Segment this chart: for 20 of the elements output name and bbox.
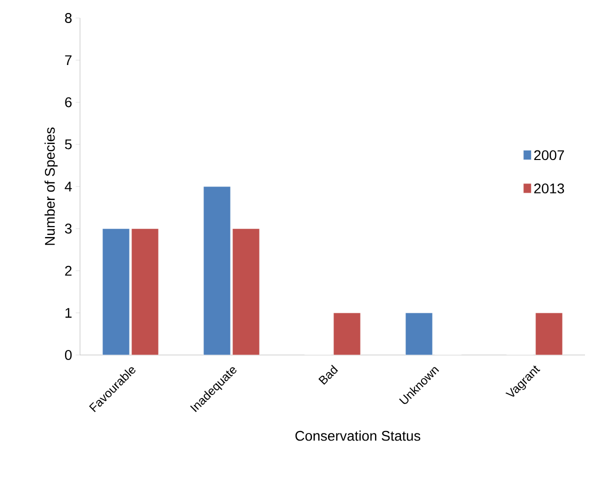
y-tick-label: 4 — [64, 182, 72, 192]
bar — [131, 228, 159, 355]
legend-label: 2007 — [534, 150, 564, 160]
y-tick-label: 6 — [65, 97, 72, 108]
x-axis-title: Conservation Status — [295, 430, 420, 441]
bar — [535, 312, 563, 355]
bar — [333, 312, 361, 355]
bar — [405, 312, 433, 355]
bar — [232, 228, 260, 355]
y-tick-label: 7 — [65, 55, 72, 65]
y-tick-label: 1 — [66, 308, 72, 318]
bar — [102, 228, 130, 355]
y-tick-label: 0 — [64, 350, 72, 360]
bar — [203, 186, 231, 355]
y-axis-title: Number of Species — [44, 128, 58, 245]
y-tick-label: 5 — [65, 140, 72, 150]
y-tick-label: 8 — [65, 13, 72, 23]
y-tick-label: 3 — [64, 224, 72, 234]
legend-label: 2013 — [534, 183, 564, 194]
y-tick-label: 2 — [65, 266, 72, 276]
